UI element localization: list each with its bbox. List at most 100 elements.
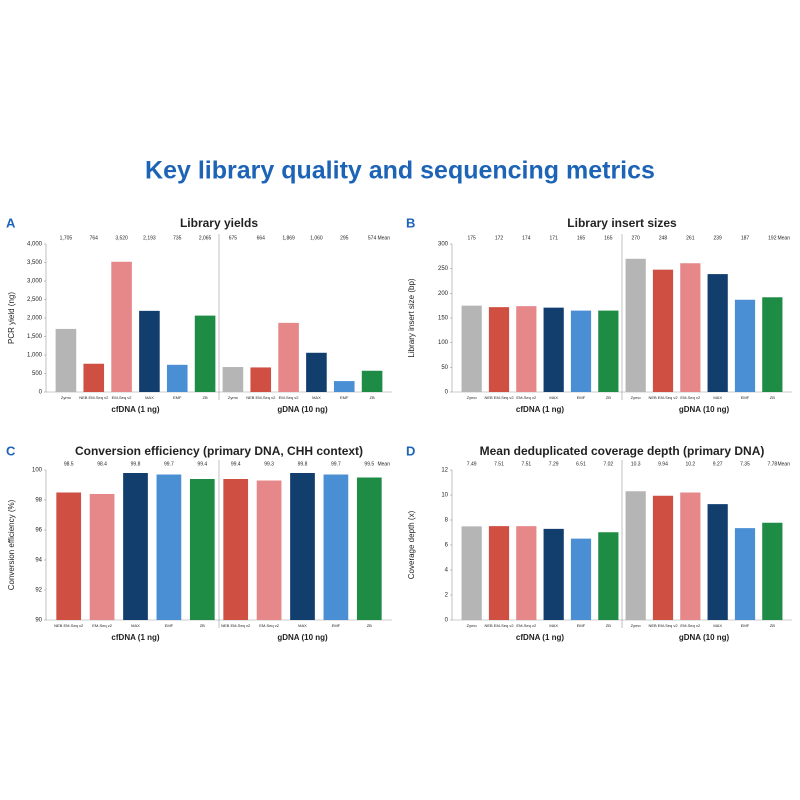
bar [707, 274, 728, 392]
mean-value: 7.51 [494, 461, 504, 467]
y-tick-label: 50 [441, 365, 448, 371]
y-axis-label: Conversion efficiency (%) [7, 499, 16, 590]
y-tick-label: 96 [35, 528, 42, 534]
mean-value: 99.7 [164, 461, 174, 467]
x-tick-label: MAX [549, 623, 558, 628]
x-tick-label: EM-Seq v2 [516, 623, 537, 628]
bar [570, 538, 592, 620]
panel-letter: A [6, 215, 16, 230]
x-tick-label: MAX [298, 623, 307, 628]
mean-value: 187 [741, 235, 750, 241]
x-tick-label: Zymo [467, 623, 478, 628]
bar [250, 367, 272, 392]
x-tick-label: ZB [770, 395, 775, 400]
mean-value: 99.3 [264, 461, 274, 467]
x-tick-label: MAX [549, 395, 558, 400]
y-tick-label: 1,000 [27, 353, 43, 359]
bar [256, 480, 282, 620]
bar [139, 310, 160, 392]
mean-value: 99.8 [298, 461, 308, 467]
bar [222, 367, 244, 392]
bar [652, 495, 674, 620]
x-tick-label: NEB EM-Seq v2 [484, 395, 514, 400]
mean-value: 99.4 [231, 461, 241, 467]
y-tick-label: 92 [35, 588, 42, 594]
bar [278, 322, 299, 392]
mean-value: 192 [768, 235, 777, 241]
group-label: gDNA (10 ng) [679, 633, 730, 642]
panel-letter: C [6, 443, 16, 458]
y-tick-label: 0 [39, 390, 43, 396]
y-axis-label: Library insert size (bp) [407, 278, 416, 357]
bar [461, 305, 482, 392]
x-tick-label: Zymo [631, 623, 642, 628]
x-tick-label: EM-Seq v2 [680, 395, 701, 400]
x-tick-label: Zymo [61, 395, 72, 400]
y-tick-label: 100 [438, 340, 449, 346]
mean-value: 175 [467, 235, 476, 241]
y-tick-label: 90 [35, 618, 42, 624]
bar [333, 381, 355, 392]
x-tick-label: NEB EM-Seq v2 [54, 623, 84, 628]
y-axis-label: Coverage depth (x) [407, 510, 416, 579]
x-tick-label: ZB [606, 623, 611, 628]
x-tick-label: Zymo [631, 395, 642, 400]
mean-value: 239 [713, 235, 722, 241]
bar [598, 532, 619, 620]
x-tick-label: Zymo [228, 395, 239, 400]
mean-value: 171 [549, 235, 558, 241]
bar [461, 526, 482, 620]
bar [625, 491, 646, 620]
bar [625, 258, 646, 392]
y-tick-label: 300 [438, 242, 449, 248]
bar [356, 477, 382, 620]
bar [734, 299, 756, 392]
x-tick-label: EMF [577, 623, 586, 628]
bar [89, 494, 115, 620]
mean-value: 574 [368, 235, 377, 241]
mean-value: 675 [229, 235, 238, 241]
mean-value: 270 [631, 235, 640, 241]
bar [156, 474, 182, 620]
bar [598, 310, 619, 392]
mean-value: 98.5 [64, 461, 74, 467]
mean-value: 7.02 [603, 461, 613, 467]
bar [166, 364, 188, 392]
bar [570, 310, 592, 392]
x-tick-label: EMF [340, 395, 349, 400]
mean-value: 98.4 [97, 461, 107, 467]
y-tick-label: 3,500 [27, 260, 43, 266]
mean-label: Mean [777, 235, 790, 241]
y-tick-label: 4,000 [27, 242, 43, 248]
x-tick-label: NEB EM-Seq v2 [484, 623, 514, 628]
mean-value: 7.49 [467, 461, 477, 467]
y-tick-label: 6 [445, 543, 449, 549]
bar [680, 263, 701, 392]
mean-value: 6.51 [576, 461, 586, 467]
bar [56, 492, 82, 620]
bar [123, 473, 148, 620]
panel-title: Mean deduplicated coverage depth (primar… [480, 444, 765, 458]
x-tick-label: NEB EM-Seq v2 [246, 395, 276, 400]
mean-value: 248 [659, 235, 668, 241]
mean-value: 7.29 [549, 461, 559, 467]
x-tick-label: EMF [332, 623, 341, 628]
bar [516, 526, 537, 620]
mean-label: Mean [377, 461, 390, 467]
mean-value: 10.2 [685, 461, 695, 467]
mean-value: 3,520 [115, 235, 128, 241]
x-tick-label: EM-Seq v2 [92, 623, 113, 628]
group-label: cfDNA (1 ng) [111, 633, 159, 642]
x-tick-label: ZB [370, 395, 375, 400]
bar [83, 363, 105, 392]
mean-value: 1,060 [310, 235, 323, 241]
bar [55, 328, 77, 392]
mean-value: 172 [495, 235, 504, 241]
x-tick-label: EM-Seq v2 [680, 623, 701, 628]
x-tick-label: ZB [200, 623, 205, 628]
y-tick-label: 250 [438, 266, 449, 272]
y-tick-label: 500 [32, 371, 43, 377]
x-tick-label: MAX [131, 623, 140, 628]
bar [306, 352, 327, 392]
x-tick-label: MAX [713, 395, 722, 400]
